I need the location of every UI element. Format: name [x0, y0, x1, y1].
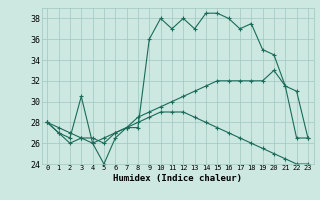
- X-axis label: Humidex (Indice chaleur): Humidex (Indice chaleur): [113, 174, 242, 183]
